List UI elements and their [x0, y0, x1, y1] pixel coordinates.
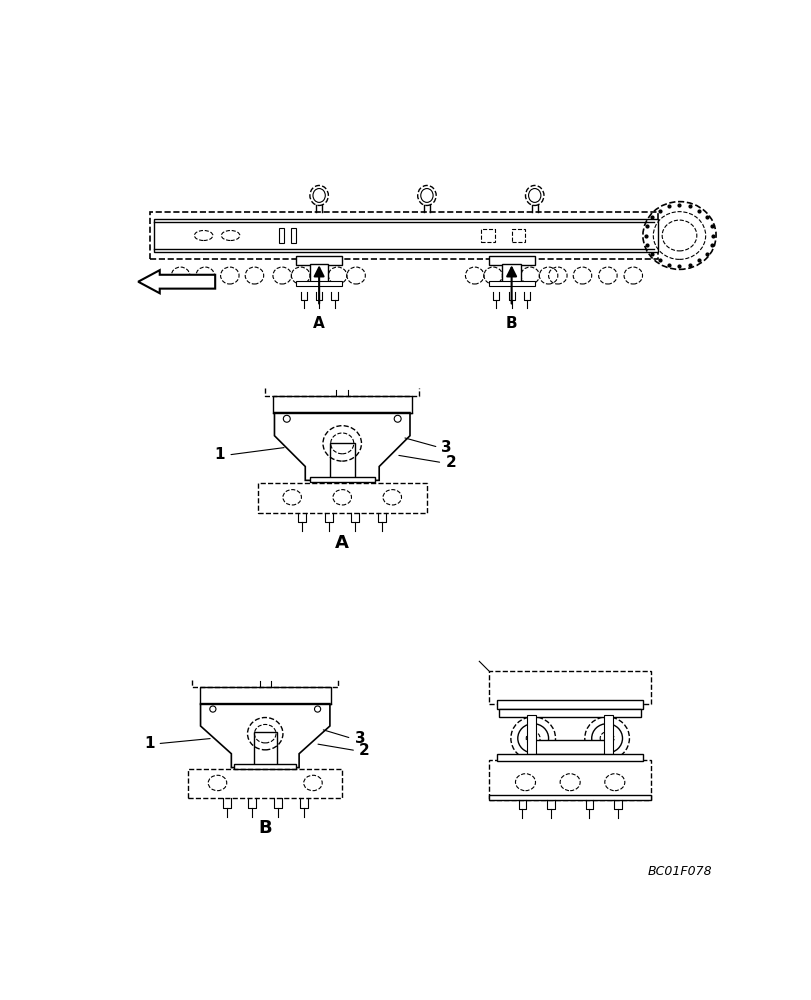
- Ellipse shape: [528, 189, 540, 202]
- Polygon shape: [200, 704, 329, 768]
- Bar: [200, 687, 330, 704]
- Bar: [272, 396, 411, 413]
- Polygon shape: [274, 413, 410, 480]
- Bar: [488, 256, 534, 265]
- Text: A: A: [313, 316, 324, 331]
- Ellipse shape: [314, 706, 320, 712]
- Text: B: B: [258, 819, 272, 837]
- FancyArrow shape: [138, 270, 215, 293]
- Text: 1: 1: [144, 736, 154, 751]
- Bar: [496, 754, 642, 761]
- Bar: [188, 769, 341, 798]
- Bar: [257, 483, 427, 513]
- Bar: [480, 229, 494, 242]
- Bar: [310, 264, 328, 283]
- Ellipse shape: [393, 415, 401, 422]
- Bar: [511, 229, 525, 242]
- Bar: [329, 443, 354, 480]
- Bar: [499, 709, 640, 717]
- Ellipse shape: [517, 724, 548, 753]
- Bar: [489, 760, 650, 800]
- Text: B: B: [505, 316, 517, 331]
- Text: 3: 3: [354, 731, 365, 746]
- Text: 3: 3: [440, 440, 451, 455]
- Bar: [489, 671, 650, 704]
- Bar: [153, 219, 657, 252]
- Ellipse shape: [420, 189, 432, 202]
- Bar: [296, 256, 341, 265]
- Bar: [149, 212, 657, 259]
- Ellipse shape: [209, 706, 216, 712]
- Bar: [489, 795, 650, 800]
- Text: 2: 2: [445, 455, 456, 470]
- Bar: [290, 228, 296, 243]
- Bar: [253, 732, 277, 768]
- Bar: [531, 740, 608, 754]
- Bar: [279, 228, 284, 243]
- Ellipse shape: [312, 189, 325, 202]
- Ellipse shape: [591, 724, 622, 753]
- Bar: [234, 764, 296, 769]
- Text: 1: 1: [214, 447, 225, 462]
- Bar: [603, 715, 612, 754]
- Ellipse shape: [283, 415, 290, 422]
- Text: A: A: [335, 534, 349, 552]
- Text: 2: 2: [358, 743, 370, 758]
- Bar: [296, 281, 341, 286]
- Text: BC01F078: BC01F078: [646, 865, 711, 878]
- Bar: [496, 700, 642, 709]
- Bar: [526, 715, 535, 754]
- Bar: [502, 264, 520, 283]
- Bar: [310, 477, 374, 482]
- Bar: [488, 281, 534, 286]
